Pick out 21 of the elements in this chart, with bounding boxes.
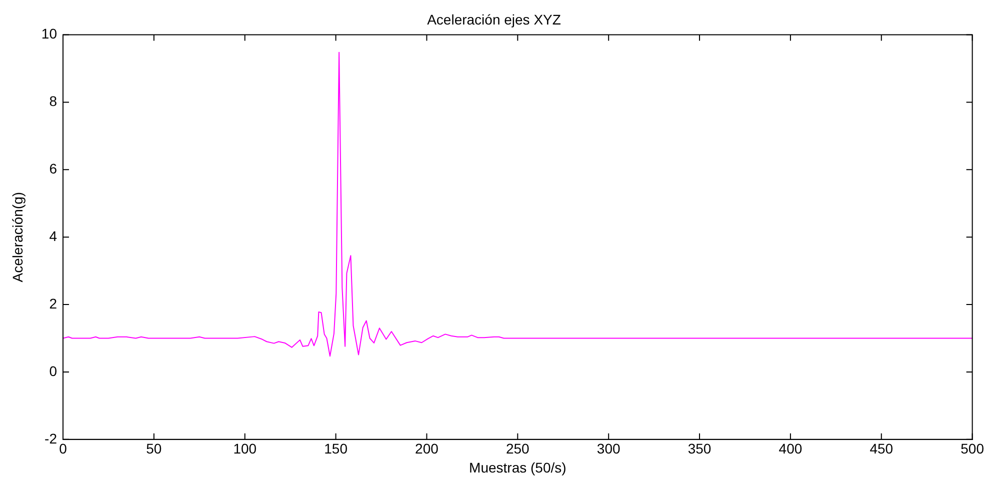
x-tick-label: 250: [506, 440, 530, 457]
chart-title: Aceleración ejes XYZ: [427, 11, 562, 28]
y-tick-label: 0: [49, 362, 58, 379]
x-tick-label: 400: [778, 440, 802, 457]
y-axis-title: Aceleración(g): [9, 192, 26, 282]
x-tick-label: 50: [146, 440, 162, 457]
x-tick-label: 150: [324, 440, 348, 457]
y-tick-label: 4: [49, 228, 58, 244]
y-tick-label: 10: [41, 26, 58, 42]
y-tick-label: 2: [49, 295, 58, 312]
x-tick-label: 200: [415, 440, 439, 457]
x-tick-label: 0: [59, 440, 68, 457]
x-tick-label: 350: [688, 440, 712, 457]
x-axis-title: Muestras (50/s): [469, 459, 566, 476]
x-tick-label: 300: [596, 440, 620, 457]
y-tick-label: 8: [49, 93, 58, 110]
x-tick-label: 500: [960, 440, 984, 457]
x-tick-label: 450: [870, 440, 894, 457]
x-tick-label: 100: [233, 440, 257, 457]
y-tick-label: -2: [44, 430, 58, 446]
y-tick-label: 6: [49, 160, 58, 177]
